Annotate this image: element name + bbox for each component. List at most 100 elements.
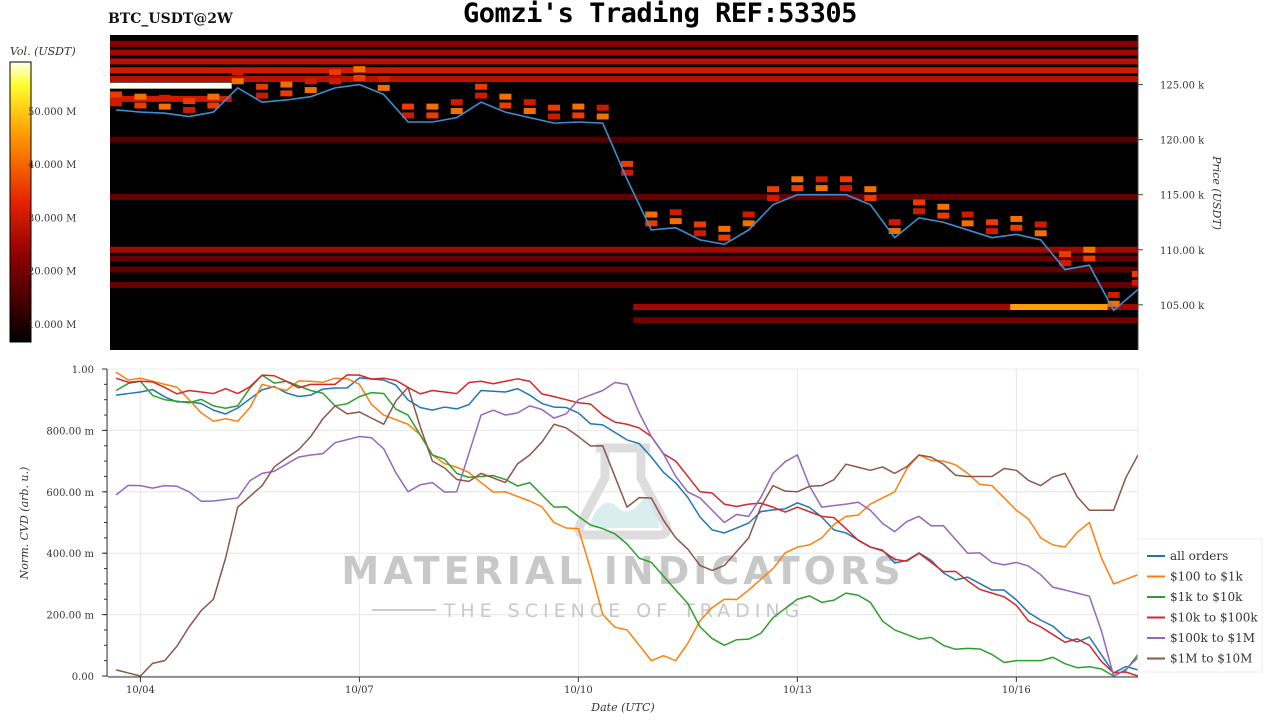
heatmap-band	[110, 246, 1138, 253]
heatmap-cell	[1132, 271, 1138, 278]
heatmap-cell	[304, 87, 317, 94]
heatmap-cell	[572, 112, 585, 119]
heatmap-cell	[864, 186, 877, 193]
heatmap-cell	[1132, 279, 1138, 286]
cvd-tick-label: 800.00 m	[46, 426, 94, 437]
heatmap-cell	[134, 102, 147, 109]
heatmap-cell	[183, 106, 196, 113]
heatmap-cell	[402, 103, 415, 110]
heatmap-cell	[937, 212, 950, 219]
heatmap-cell	[937, 203, 950, 210]
legend-item: $1M to $10M	[1170, 652, 1252, 666]
heatmap-cell	[450, 107, 463, 114]
price-tick-label: 125.00 k	[1160, 81, 1205, 92]
heatmap-cell	[183, 98, 196, 105]
heatmap-cell	[888, 219, 901, 226]
heatmap-cell	[377, 76, 390, 83]
x-axis-label: Date (UTC)	[590, 701, 654, 714]
heatmap-band	[633, 317, 1138, 324]
series-line-0	[115, 377, 1138, 674]
heatmap-cell	[207, 102, 220, 109]
colorbar-tick-label: 40.000 M	[28, 160, 76, 171]
heatmap-cell	[353, 74, 366, 81]
heatmap-band	[110, 76, 1138, 83]
heatmap-cell	[1107, 300, 1120, 307]
heatmap-cell	[548, 104, 561, 111]
heatmap-cell	[913, 208, 926, 215]
heatmap-cell	[645, 220, 658, 227]
heatmap-cell	[888, 228, 901, 235]
heatmap-band	[110, 282, 1138, 289]
cvd-tick-label: 1.00	[72, 365, 94, 376]
heatmap-cell	[572, 103, 585, 110]
heatmap-cell	[426, 103, 439, 110]
heatmap-band	[110, 82, 232, 89]
heatmap-cell	[694, 230, 707, 237]
cvd-tick-label: 200.00 m	[46, 611, 94, 622]
legend-item: $1k to $10k	[1170, 590, 1243, 604]
heatmap-cell	[280, 90, 293, 97]
heatmap-cell	[1034, 221, 1047, 228]
heatmap-band	[110, 95, 232, 102]
heatmap-cell	[353, 66, 366, 73]
heatmap-cell	[158, 94, 171, 101]
heatmap-cell	[304, 78, 317, 85]
heatmap-cell	[450, 99, 463, 106]
heatmap-cell	[523, 99, 536, 106]
heatmap-cell	[815, 176, 828, 183]
heatmap-cell	[231, 69, 244, 76]
watermark-title: MATERIAL INDICATORS	[341, 549, 904, 593]
heatmap-background	[110, 35, 1138, 350]
heatmap-cell	[840, 185, 853, 192]
heatmap-cell	[1083, 255, 1096, 262]
heatmap-cell	[596, 113, 609, 120]
heatmap-cell	[377, 84, 390, 91]
heatmap-cell	[256, 92, 269, 99]
heatmap-cell	[767, 195, 780, 202]
heatmap-cell	[499, 102, 512, 109]
x-tick-label: 10/07	[345, 685, 374, 696]
heatmap-cell	[864, 195, 877, 202]
heatmap-cell	[1083, 246, 1096, 253]
heatmap-cell	[1034, 230, 1047, 237]
heatmap-cell	[621, 169, 634, 176]
price-tick-label: 110.00 k	[1160, 246, 1205, 257]
heatmap-cell	[499, 93, 512, 100]
x-tick-label: 10/04	[126, 685, 155, 696]
heatmap-cell	[961, 220, 974, 227]
heatmap-cell	[475, 92, 488, 99]
heatmap-cell	[718, 225, 731, 232]
heatmap-band	[110, 266, 1138, 273]
heatmap-cell	[791, 176, 804, 183]
heatmap-band	[110, 136, 1138, 143]
heatmap-cell	[645, 211, 658, 218]
price-axis-label: Price (USDT)	[1210, 155, 1223, 230]
heatmap-cell	[1107, 291, 1120, 298]
heatmap-cell	[402, 112, 415, 119]
heatmap-cell	[669, 209, 682, 216]
heatmap-cell	[256, 83, 269, 90]
flask-logo-icon	[574, 443, 672, 540]
heatmap-cell	[110, 100, 123, 107]
heatmap-band	[633, 304, 1138, 311]
colorbar-tick-label: 10.000 M	[28, 320, 76, 331]
heatmap-cell	[158, 103, 171, 110]
legend-item: all orders	[1170, 549, 1228, 563]
heatmap-cell	[207, 93, 220, 100]
price-line	[116, 83, 1138, 312]
heatmap-cell	[791, 185, 804, 192]
heatmap-cell	[767, 186, 780, 193]
heatmap-band	[110, 58, 1138, 65]
heatmap-cell	[110, 91, 123, 98]
colorbar-label: Vol. (USDT)	[10, 45, 76, 58]
cvd-y-axis-label: Norm. CVD (arb. u.)	[18, 467, 31, 581]
series-line-5	[115, 386, 1138, 677]
heatmap-cell	[815, 185, 828, 192]
cvd-tick-label: 0.00	[72, 672, 94, 683]
price-tick-label: 115.00 k	[1160, 191, 1205, 202]
price-tick-label: 105.00 k	[1160, 301, 1205, 312]
heatmap-band	[110, 49, 1138, 56]
colorbar-tick-label: 30.000 M	[28, 213, 76, 224]
chart-subtitle: BTC_USDT@2W	[108, 11, 233, 27]
